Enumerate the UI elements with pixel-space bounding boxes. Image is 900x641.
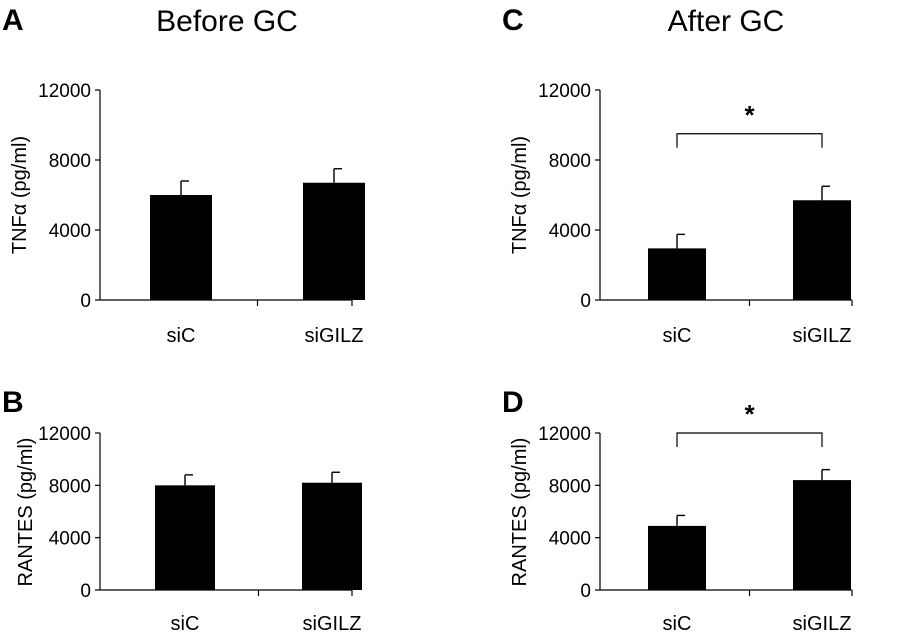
category-label-sigilz: siGILZ xyxy=(793,325,852,347)
y-tick-label: 4000 xyxy=(49,529,91,550)
panel-letter-b: B xyxy=(2,386,24,419)
y-tick-label: 0 xyxy=(580,581,591,602)
y-tick-label: 12000 xyxy=(38,424,91,445)
significance-marker: * xyxy=(744,399,755,429)
panel-c: C TNFα (pg/ml) 0 4000 8000 12000 siC siGILZ * xyxy=(502,4,853,347)
panel-a: A TNFα (pg/ml) 0 4000 8000 12000 siC siGILZ xyxy=(2,4,365,347)
y-tick-label: 4000 xyxy=(49,221,91,242)
bar-sic xyxy=(648,525,706,590)
category-label-sigilz: siGILZ xyxy=(793,613,852,635)
y-tick-label: 8000 xyxy=(549,151,591,172)
y-tick-label: 8000 xyxy=(49,476,91,497)
y-tick-label: 0 xyxy=(80,581,91,602)
significance-bracket xyxy=(676,133,823,148)
category-label-sic: siC xyxy=(663,613,692,635)
significance-marker: * xyxy=(744,100,755,130)
bar-sigilz xyxy=(303,182,365,300)
panel-letter-c: C xyxy=(502,4,524,37)
y-axis-label: RANTES (pg/ml) xyxy=(509,438,531,587)
category-label-sic: siC xyxy=(167,325,196,347)
category-label-sigilz: siGILZ xyxy=(305,325,364,347)
y-tick-label: 12000 xyxy=(38,81,91,102)
y-axis-label: RANTES (pg/ml) xyxy=(15,438,37,587)
y-tick-label: 12000 xyxy=(538,81,591,102)
panel-b: B RANTES (pg/ml) 0 4000 8000 12000 siC siGILZ xyxy=(2,386,362,635)
category-label-sigilz: siGILZ xyxy=(303,613,362,635)
y-tick-label: 4000 xyxy=(549,221,591,242)
y-tick-label: 4000 xyxy=(549,529,591,550)
y-axis-label: TNFα (pg/ml) xyxy=(9,136,31,254)
panel-letter-a: A xyxy=(2,4,24,37)
group-title-after: After GC xyxy=(668,5,785,38)
bar-sigilz xyxy=(793,200,851,300)
panels: A TNFα (pg/ml) 0 4000 8000 12000 siC siGILZ B RAN… xyxy=(2,4,853,635)
y-tick-label: 8000 xyxy=(49,151,91,172)
significance-bracket xyxy=(676,432,823,447)
panel-letter-d: D xyxy=(502,386,524,419)
y-tick-label: 0 xyxy=(580,291,591,312)
y-tick-label: 8000 xyxy=(549,476,591,497)
bar-sic xyxy=(150,195,212,300)
panel-d: D RANTES (pg/ml) 0 4000 8000 12000 siC siGILZ * xyxy=(502,386,853,635)
category-label-sic: siC xyxy=(663,325,692,347)
y-axis-label: TNFα (pg/ml) xyxy=(509,136,531,254)
bar-sic xyxy=(648,248,706,300)
bar-sigilz xyxy=(793,480,851,590)
group-title-before: Before GC xyxy=(156,5,298,38)
category-label-sic: siC xyxy=(171,613,200,635)
bar-sigilz xyxy=(302,482,362,590)
y-tick-label: 12000 xyxy=(538,424,591,445)
bar-sic xyxy=(155,485,215,590)
y-tick-label: 0 xyxy=(80,291,91,312)
